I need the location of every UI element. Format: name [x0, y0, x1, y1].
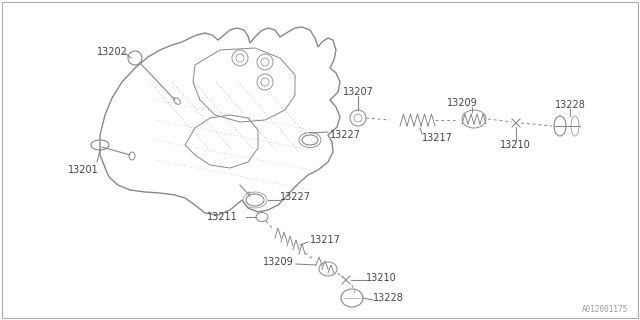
- Text: 13207: 13207: [342, 87, 373, 97]
- Text: 13211: 13211: [207, 212, 238, 222]
- Text: 13201: 13201: [68, 165, 99, 175]
- Text: 13209: 13209: [447, 98, 477, 108]
- Text: A012001175: A012001175: [582, 305, 628, 314]
- Text: 13227: 13227: [280, 192, 311, 202]
- Text: 13202: 13202: [97, 47, 127, 57]
- Text: 13210: 13210: [366, 273, 397, 283]
- Text: 13217: 13217: [310, 235, 341, 245]
- Text: 13210: 13210: [500, 140, 531, 150]
- Text: 13228: 13228: [373, 293, 404, 303]
- Text: 13228: 13228: [555, 100, 586, 110]
- Text: 13227: 13227: [330, 130, 361, 140]
- Text: 13209: 13209: [263, 257, 294, 267]
- Text: 13217: 13217: [422, 133, 453, 143]
